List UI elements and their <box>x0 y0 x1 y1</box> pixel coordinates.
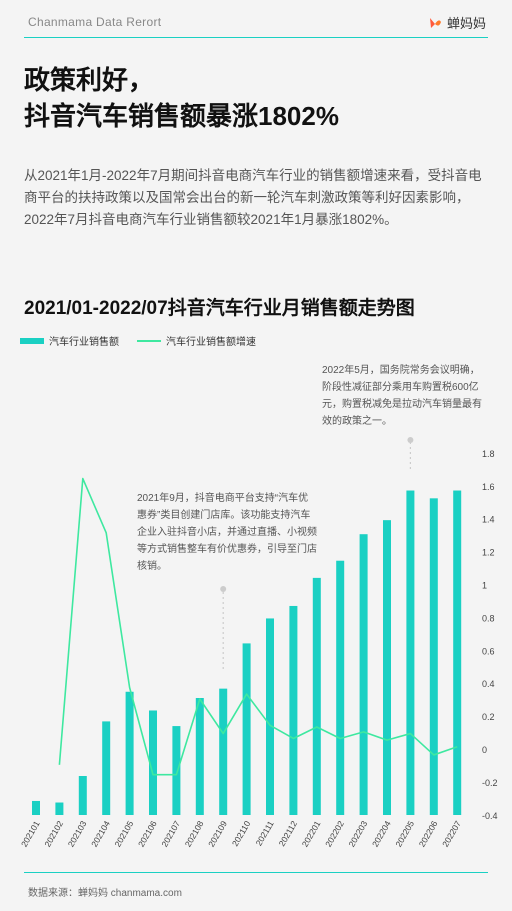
y-tick-label: 0.6 <box>482 646 495 656</box>
annotation-2021-09: 2021年9月，抖音电商平台支持“汽车优惠券”类目创建门店库。该功能支持汽车企业… <box>137 493 317 572</box>
chart-legend: 汽车行业销售额 汽车行业销售额增速 <box>20 333 256 348</box>
sales-trend-chart: -0.4 -0.2 0 0.2 0.4 0.6 0.8 1 1.2 1.4 1.6 1.8 202101… <box>19 437 498 849</box>
annotation-2022-05: 2022年5月，国务院常务会议明确，阶段性减征部分乘用车购置税600亿元，购置税… <box>322 365 482 427</box>
x-tick-label: 202103 <box>66 819 89 849</box>
bar-202106 <box>149 710 157 815</box>
x-tick-label: 202112 <box>277 819 300 848</box>
bar-202204 <box>383 520 391 815</box>
x-tick-label: 202102 <box>42 819 65 849</box>
y-tick-label: -0.2 <box>482 778 498 788</box>
x-tick-label: 202111 <box>254 819 276 848</box>
bar-202102 <box>55 802 64 815</box>
brand-logo: 蝉妈妈 <box>428 13 486 32</box>
legend-line-label: 汽车行业销售额增速 <box>166 337 256 348</box>
x-tick-label: 202101 <box>19 819 42 849</box>
x-tick-label: 202107 <box>159 819 182 849</box>
bar-202112 <box>289 605 298 815</box>
source-brand: Chanmama Data Rerort <box>28 15 162 29</box>
x-tick-label: 202109 <box>206 819 229 849</box>
y-tick-label: 0.4 <box>482 679 495 689</box>
leader-dot-2021-09 <box>220 586 227 592</box>
bar-202104 <box>102 721 111 815</box>
bar-202110 <box>242 643 251 815</box>
data-source-footer: 数据来源：蝉妈妈 chanmama.com <box>28 888 182 899</box>
leader-dot-2022-05 <box>407 437 414 443</box>
y-tick-label: 0.2 <box>482 712 495 722</box>
bar-202111 <box>266 618 274 815</box>
bar-202202 <box>336 560 345 815</box>
y-tick-label: 1.8 <box>482 449 495 459</box>
x-tick-label: 202201 <box>300 819 323 849</box>
bottom-divider <box>24 872 488 873</box>
bar-202101 <box>32 800 40 815</box>
bar-202109 <box>219 688 228 815</box>
y-tick-label: 1.2 <box>482 548 495 558</box>
y-tick-label: 1 <box>482 581 487 591</box>
top-divider <box>24 37 488 38</box>
legend-bar-swatch <box>20 337 44 344</box>
y-tick-label: 0.8 <box>482 613 495 623</box>
bar-202107 <box>172 726 181 815</box>
page-title: 政策利好， 抖音汽车销售额暴涨1802% <box>24 62 339 134</box>
page-title-line2: 抖音汽车销售额暴涨1802% <box>24 101 339 131</box>
bar-202205 <box>406 490 415 815</box>
growth-line <box>58 477 458 776</box>
x-tick-label: 202207 <box>440 819 463 849</box>
x-tick-label: 202105 <box>112 819 135 849</box>
bar-202206 <box>429 498 438 815</box>
x-tick-label: 202104 <box>89 819 112 849</box>
x-tick-label: 202202 <box>323 819 346 849</box>
brand-logo-text: 蝉妈妈 <box>446 16 486 31</box>
chart-title: 2021/01-2022/07抖音汽车行业月销售额走势图 <box>24 298 415 319</box>
y-tick-label: 1.4 <box>482 515 495 525</box>
bar-202103 <box>78 776 87 815</box>
bar-202108 <box>195 698 204 815</box>
page-title-line1: 政策利好， <box>24 65 155 95</box>
x-tick-label: 202203 <box>346 819 369 849</box>
x-tick-label: 202204 <box>370 819 393 849</box>
x-tick-label: 202108 <box>183 819 206 849</box>
y-tick-label: 1.6 <box>482 482 495 492</box>
x-tick-label: 202110 <box>230 819 253 848</box>
y-tick-label: 0 <box>482 745 487 755</box>
intro-paragraph: 从2021年1月-2022年7月期间抖音电商汽车行业的销售额增速来看，受抖音电商… <box>24 168 482 227</box>
bar-202203 <box>359 534 368 815</box>
bar-202207 <box>453 490 462 815</box>
bar-202201 <box>312 577 321 815</box>
bar-202105 <box>125 691 134 815</box>
legend-line-swatch <box>137 339 161 342</box>
y-tick-label: -0.4 <box>482 811 498 821</box>
cicada-logo-icon <box>429 17 441 28</box>
x-tick-label: 202206 <box>417 819 440 849</box>
x-tick-label: 202205 <box>393 819 416 849</box>
legend-bar-label: 汽车行业销售额 <box>49 337 119 348</box>
x-tick-label: 202106 <box>136 819 159 849</box>
